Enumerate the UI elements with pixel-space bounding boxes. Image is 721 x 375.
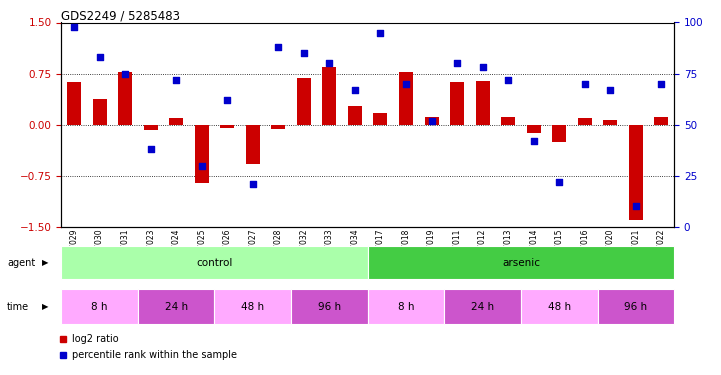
Point	[68, 24, 80, 30]
Bar	[61, 289, 138, 324]
Point	[196, 163, 208, 169]
Text: 48 h: 48 h	[548, 302, 571, 312]
Bar	[578, 118, 592, 124]
Bar	[67, 82, 81, 124]
Point	[221, 97, 233, 103]
Point	[604, 87, 616, 93]
Bar	[297, 78, 311, 124]
Point	[451, 60, 463, 66]
Bar	[368, 289, 444, 324]
Text: GDS2249 / 5285483: GDS2249 / 5285483	[61, 9, 180, 22]
Bar	[246, 124, 260, 164]
Text: log2 ratio: log2 ratio	[72, 334, 119, 344]
Bar	[629, 124, 643, 220]
Bar	[476, 81, 490, 124]
Bar	[348, 106, 362, 124]
Point	[426, 118, 438, 124]
Text: 96 h: 96 h	[624, 302, 647, 312]
Point	[554, 179, 565, 185]
Bar	[368, 246, 674, 279]
Bar	[655, 117, 668, 124]
Bar	[501, 117, 516, 124]
Point	[630, 203, 642, 209]
Bar	[603, 120, 617, 124]
Text: time: time	[7, 302, 30, 312]
Bar	[373, 113, 387, 125]
Point	[247, 181, 259, 187]
Point	[375, 30, 386, 36]
Text: agent: agent	[7, 258, 35, 267]
Text: 96 h: 96 h	[318, 302, 341, 312]
Bar	[450, 82, 464, 124]
Point	[349, 87, 360, 93]
Bar	[291, 289, 368, 324]
Point	[528, 138, 539, 144]
Point	[324, 60, 335, 66]
Bar	[143, 124, 158, 130]
Point	[120, 70, 131, 76]
Point	[298, 50, 309, 56]
Text: ▶: ▶	[42, 302, 48, 311]
Bar	[220, 124, 234, 128]
Bar	[444, 289, 521, 324]
Bar	[61, 246, 368, 279]
Text: 8 h: 8 h	[398, 302, 415, 312]
Point	[94, 54, 105, 60]
Text: 8 h: 8 h	[92, 302, 108, 312]
Bar	[521, 289, 598, 324]
Bar	[169, 118, 183, 124]
Text: 24 h: 24 h	[164, 302, 187, 312]
Text: percentile rank within the sample: percentile rank within the sample	[72, 350, 237, 360]
Point	[400, 81, 412, 87]
Bar	[322, 67, 337, 124]
Bar	[195, 124, 209, 183]
Bar	[215, 289, 291, 324]
Text: ▶: ▶	[42, 258, 48, 267]
Bar	[598, 289, 674, 324]
Bar	[552, 124, 566, 142]
Bar	[118, 72, 132, 124]
Point	[477, 64, 488, 70]
Text: 24 h: 24 h	[471, 302, 494, 312]
Point	[503, 77, 514, 83]
Point	[655, 81, 667, 87]
Bar	[271, 124, 286, 129]
Text: arsenic: arsenic	[502, 258, 540, 267]
Text: 48 h: 48 h	[242, 302, 265, 312]
Bar	[92, 99, 107, 124]
Text: control: control	[196, 258, 233, 267]
Point	[145, 146, 156, 152]
Bar	[399, 72, 413, 124]
Point	[273, 44, 284, 50]
Point	[579, 81, 590, 87]
Bar	[526, 124, 541, 133]
Point	[170, 77, 182, 83]
Bar	[138, 289, 215, 324]
Bar	[425, 117, 438, 124]
